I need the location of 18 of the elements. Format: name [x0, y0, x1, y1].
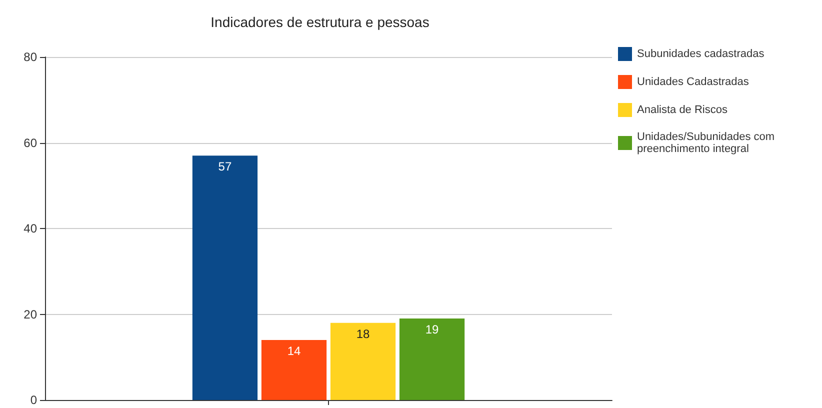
y-tick-label: 20	[24, 307, 38, 322]
data-label: 18	[356, 326, 370, 341]
legend-label: Analista de Riscos	[637, 104, 728, 116]
legend-label: Subunidades cadastradas	[637, 48, 765, 60]
bar	[330, 322, 396, 400]
data-label: 14	[287, 344, 301, 358]
bar	[192, 156, 258, 400]
bar	[399, 318, 465, 400]
legend-label: Unidades/Subunidades com preenchimento integral	[637, 131, 778, 155]
data-label: 19	[425, 322, 440, 337]
y-tick-label: 60	[24, 136, 38, 150]
y-tick-label: 0	[30, 393, 38, 407]
bar	[261, 340, 327, 400]
y-tick-label: 80	[24, 50, 38, 64]
chart-title: Indicadores de estrutura e pessoas	[210, 14, 430, 30]
data-label: 57	[218, 160, 232, 174]
y-tick-label: 40	[24, 222, 38, 236]
legend-label: Unidades Cadastradas	[637, 76, 750, 88]
